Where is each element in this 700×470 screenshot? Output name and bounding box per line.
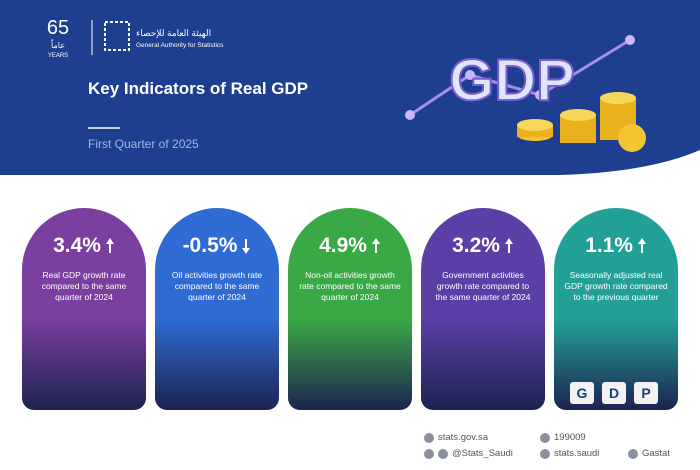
gdp-block: G bbox=[570, 382, 594, 404]
logo-arabic: عاماً bbox=[50, 39, 65, 50]
org-arabic: الهيئة العامة للإحصاء bbox=[136, 28, 211, 39]
gdp-graphic: GDP bbox=[449, 48, 575, 113]
indicator-value-row: -0.5% bbox=[155, 234, 279, 258]
footer-twitter: @Stats_Saudi bbox=[424, 448, 513, 459]
gdp-block: P bbox=[634, 382, 658, 404]
title: Key Indicators of Real GDP bbox=[88, 79, 309, 98]
indicator-card: -0.5% Oil activities growth rate compared… bbox=[155, 208, 279, 410]
arrow-shape bbox=[371, 238, 380, 253]
indicator-card: 3.4% Real GDP growth rate compared to the… bbox=[22, 208, 146, 410]
indicator-value: 3.4% bbox=[53, 234, 101, 257]
arrow-shape bbox=[242, 239, 251, 254]
header-background: GDP 65 عاماً YEARS الهيئة العامة للإحصاء… bbox=[0, 0, 700, 175]
arrow-head bbox=[105, 238, 114, 244]
trend-arrow bbox=[242, 239, 251, 254]
arrow-shape bbox=[637, 238, 646, 253]
footer-other: Gastat bbox=[628, 448, 670, 459]
arrow-head bbox=[504, 238, 513, 244]
logo-years: YEARS bbox=[48, 53, 68, 59]
footer-instagram: stats.saudi bbox=[540, 448, 599, 459]
indicator-description: Oil activities growth rate compared to t… bbox=[171, 270, 263, 302]
arrow-head bbox=[371, 238, 380, 244]
other: Gastat bbox=[642, 448, 670, 459]
arrow-head bbox=[242, 248, 251, 254]
indicator-value-row: 4.9% bbox=[288, 234, 412, 258]
instagram: stats.saudi bbox=[554, 448, 600, 459]
indicator-value-row: 3.4% bbox=[22, 234, 146, 258]
phone: 199009 bbox=[554, 432, 586, 443]
indicator-value: 3.2% bbox=[452, 234, 500, 257]
indicator-value: -0.5% bbox=[182, 234, 238, 257]
indicator-value: 1.1% bbox=[585, 234, 633, 257]
indicator-value-row: 1.1% bbox=[554, 234, 678, 258]
indicator-description: Government activities growth rate compar… bbox=[435, 270, 531, 302]
footer-phone: 199009 bbox=[540, 432, 586, 443]
arrow-shape bbox=[105, 238, 114, 253]
indicator-description: Non-oil activities growth rate compared … bbox=[299, 270, 401, 302]
subtitle: First Quarter of 2025 bbox=[88, 137, 199, 151]
arrow-head bbox=[637, 238, 646, 244]
gdp-block: D bbox=[602, 382, 626, 404]
org-english: General Authority for Statistics bbox=[136, 42, 224, 49]
indicator-card: 3.2% Government activities growth rate co… bbox=[421, 208, 545, 410]
twitter: @Stats_Saudi bbox=[452, 448, 513, 459]
trend-arrow bbox=[371, 238, 380, 253]
trend-arrow bbox=[105, 238, 114, 253]
indicator-value-row: 3.2% bbox=[421, 234, 545, 258]
indicator-card: 4.9% Non-oil activities growth rate compa… bbox=[288, 208, 412, 410]
trend-arrow bbox=[504, 238, 513, 253]
logo-number: 65 bbox=[47, 17, 69, 39]
website: stats.gov.sa bbox=[438, 432, 488, 443]
indicator-card: 1.1% Seasonally adjusted real GDP growth … bbox=[554, 208, 678, 410]
indicator-value: 4.9% bbox=[319, 234, 367, 257]
indicator-description: Real GDP growth rate compared to the sam… bbox=[41, 270, 127, 302]
indicator-description: Seasonally adjusted real GDP growth rate… bbox=[564, 270, 668, 302]
footer-website: stats.gov.sa bbox=[424, 432, 488, 443]
trend-arrow bbox=[637, 238, 646, 253]
arrow-shape bbox=[504, 238, 513, 253]
